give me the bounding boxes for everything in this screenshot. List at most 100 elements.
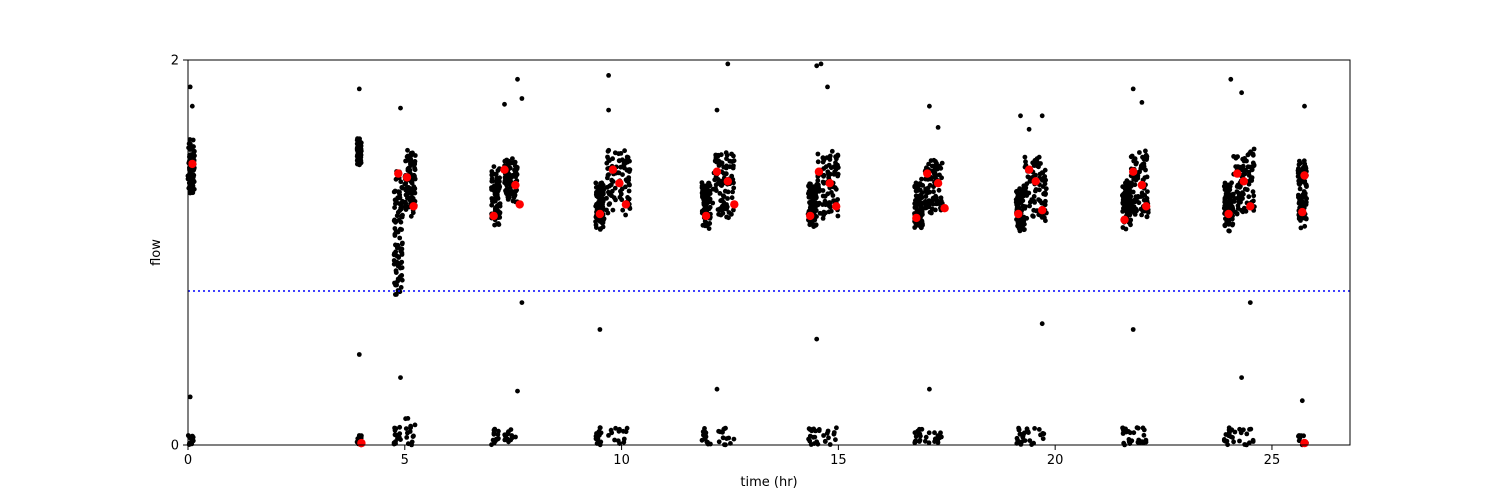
raw-point (1295, 170, 1301, 176)
raw-point (1251, 198, 1256, 204)
raw-point (729, 159, 734, 164)
raw-point (1023, 190, 1029, 195)
x-tick-label: 20 (1047, 453, 1064, 468)
raw-point-outlier (606, 107, 611, 113)
raw-point-low (1129, 438, 1135, 444)
raw-point (393, 292, 398, 297)
raw-point (724, 156, 729, 162)
raw-point-low (412, 422, 418, 428)
raw-point (1019, 188, 1024, 194)
raw-point-low (1131, 430, 1137, 436)
raw-point (393, 201, 398, 207)
raw-point (829, 190, 834, 195)
x-tick-label: 5 (401, 453, 409, 468)
raw-point (1226, 185, 1232, 191)
raw-point (598, 196, 603, 201)
raw-point-low (723, 425, 728, 431)
raw-point (707, 191, 713, 197)
raw-point-low (492, 426, 498, 432)
raw-point (1298, 225, 1304, 231)
raw-point (729, 173, 735, 179)
raw-point (718, 182, 724, 188)
raw-point-low (502, 432, 508, 438)
raw-point (822, 193, 828, 199)
mean-point (730, 200, 739, 209)
raw-point (731, 153, 736, 159)
mean-point (923, 169, 932, 178)
raw-point-low (398, 437, 403, 442)
raw-point-low (1143, 439, 1149, 445)
raw-point (494, 191, 500, 197)
raw-point-low (815, 441, 821, 447)
raw-point (816, 182, 821, 188)
raw-point-low (1135, 425, 1141, 431)
raw-point-low (621, 436, 627, 442)
raw-point (1037, 187, 1042, 193)
raw-point (1300, 166, 1306, 172)
raw-point-low (807, 438, 813, 444)
raw-point (405, 147, 410, 153)
raw-point-low (1221, 437, 1227, 442)
raw-point (1124, 178, 1130, 184)
mean-point (933, 179, 943, 188)
raw-point-low (1016, 427, 1022, 433)
raw-point-outlier (1247, 300, 1253, 305)
raw-point-low (596, 429, 602, 435)
raw-point (190, 190, 196, 196)
raw-point (923, 194, 929, 199)
raw-point (1251, 146, 1257, 152)
raw-point (1042, 191, 1048, 197)
raw-point-low (923, 434, 929, 440)
raw-point (1251, 193, 1257, 199)
raw-point (607, 183, 612, 189)
raw-point (1027, 203, 1032, 209)
raw-point (191, 179, 197, 185)
raw-point (1246, 181, 1252, 187)
raw-point (1226, 221, 1232, 227)
raw-point-outlier (189, 103, 195, 109)
raw-point-outlier (935, 125, 941, 130)
raw-point (358, 146, 364, 152)
raw-point (626, 188, 632, 194)
raw-point (398, 285, 404, 290)
raw-point (833, 186, 839, 192)
raw-point (1248, 149, 1253, 155)
raw-point (1145, 189, 1150, 195)
raw-point-low (502, 437, 508, 443)
raw-point (1235, 206, 1241, 211)
raw-point (1032, 200, 1037, 205)
raw-point (599, 218, 605, 224)
raw-point-low (393, 432, 399, 438)
raw-point (725, 196, 730, 201)
raw-point-low (926, 430, 932, 436)
raw-point (1014, 217, 1019, 222)
raw-point (594, 201, 599, 207)
raw-point (1229, 204, 1235, 210)
raw-point (1222, 185, 1228, 191)
raw-point (1131, 210, 1137, 216)
raw-point (506, 191, 512, 197)
raw-point (1023, 204, 1028, 210)
raw-point (405, 153, 411, 159)
raw-point (1144, 214, 1150, 220)
y-axis-label: flow (149, 239, 164, 266)
raw-point (489, 202, 495, 208)
raw-point (490, 178, 496, 184)
raw-point (600, 199, 606, 205)
raw-point-low (699, 437, 705, 443)
raw-point (823, 164, 829, 170)
raw-point-low (491, 431, 497, 437)
mean-point (701, 211, 711, 221)
raw-point (816, 188, 822, 194)
raw-point (1241, 205, 1247, 211)
raw-point (807, 205, 813, 211)
raw-point (1240, 156, 1246, 162)
mean-point (409, 202, 418, 211)
raw-point (393, 219, 398, 225)
raw-point-low (1298, 433, 1304, 438)
raw-point-outlier (1130, 86, 1136, 92)
raw-point (917, 194, 923, 200)
raw-point (1033, 172, 1038, 178)
raw-point (358, 158, 364, 164)
